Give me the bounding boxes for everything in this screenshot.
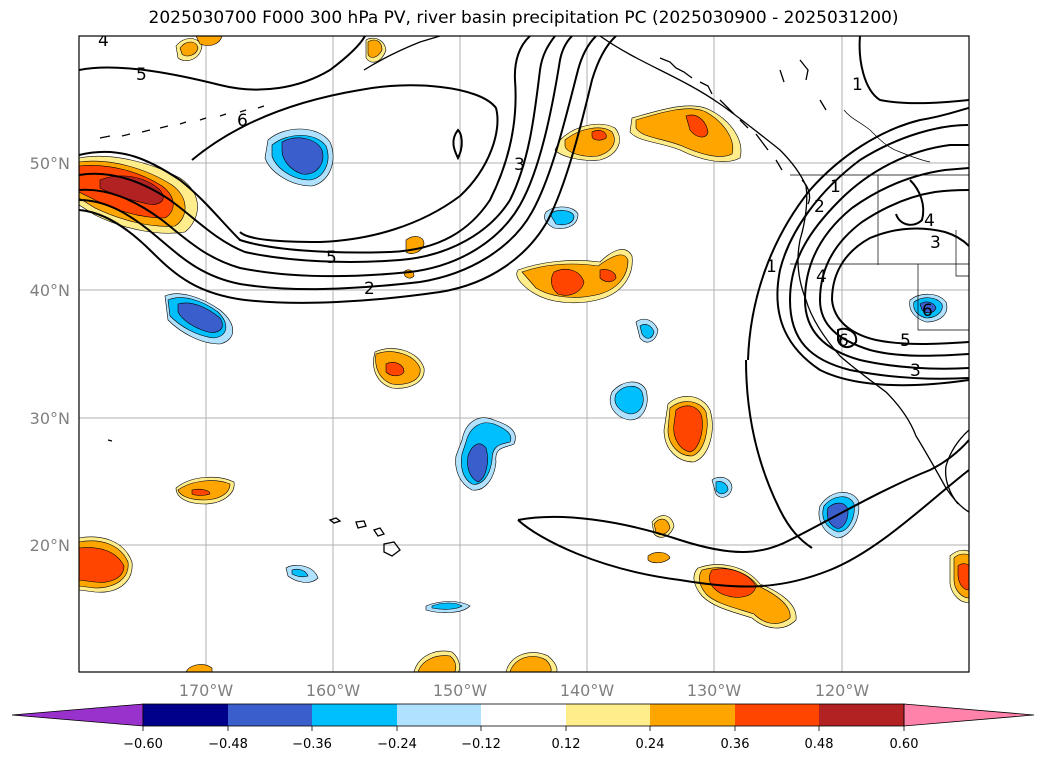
- map-field: 4 5 6 5 2 3 1 2 1 4 1 6 5 3 4 3 6: [79, 31, 969, 672]
- colorbar-outline: [142, 703, 905, 727]
- map-frame: [78, 35, 970, 673]
- map-title: 2025030700 F000 300 hPa PV, river basin …: [148, 8, 899, 28]
- lat-tick-labels: 50°N 40°N 30°N 20°N: [30, 154, 70, 555]
- colorbar-tick-label: −0.24: [377, 737, 417, 752]
- colorbar-tick-label: −0.60: [123, 737, 163, 752]
- lon-tick-labels: 170°W 160°W 150°W 140°W 130°W 120°W: [179, 681, 870, 700]
- contour-label: 4: [924, 211, 935, 231]
- precip-shading: [79, 36, 969, 672]
- lat-tick-label: 20°N: [30, 536, 70, 555]
- contour-label: 5: [900, 331, 911, 351]
- lat-tick-label: 30°N: [30, 409, 70, 428]
- colorbar-segment: [228, 704, 312, 726]
- gridlines: [79, 36, 969, 672]
- contour-label: 1: [852, 75, 863, 95]
- lat-tick-label: 50°N: [30, 154, 70, 173]
- colorbar-extend-high: [903, 703, 1035, 727]
- contour-label: 4: [816, 267, 827, 287]
- colorbar-tick-label: 0.24: [636, 737, 665, 752]
- lon-tick-label: 170°W: [179, 681, 234, 700]
- colorbar-segment: [819, 704, 904, 726]
- contour-label: 1: [766, 257, 777, 277]
- contour-label: 5: [326, 248, 337, 268]
- lon-tick-label: 120°W: [815, 681, 870, 700]
- colorbar-segment: [650, 704, 735, 726]
- colorbar-segment: [312, 704, 397, 726]
- colorbar-segment: [735, 704, 819, 726]
- colorbar-extend-low: [11, 703, 144, 727]
- pv-contours: [79, 36, 969, 588]
- colorbar-tick-label: 0.36: [721, 737, 750, 752]
- contour-label: 5: [136, 65, 147, 85]
- contour-label: 2: [364, 279, 375, 299]
- colorbar-tick-label: 0.48: [805, 737, 834, 752]
- state-borders: [790, 109, 969, 331]
- contour-label: 3: [910, 361, 921, 381]
- contour-label: 4: [98, 31, 109, 51]
- colorbar-segment: [143, 704, 228, 726]
- colorbar-segment: [481, 704, 566, 726]
- colorbar: −0.60 −0.48 −0.36 −0.24 −0.12 0.12 0.24 …: [11, 703, 1035, 752]
- contour-labels: 4 5 6 5 2 3 1 2 1 4 1 6 5 3 4 3 6: [98, 31, 941, 381]
- lat-tick-label: 40°N: [30, 281, 70, 300]
- contour-label: 6: [922, 301, 933, 321]
- colorbar-tick-label: −0.12: [461, 737, 501, 752]
- colorbar-segment: [397, 704, 481, 726]
- lon-tick-label: 140°W: [560, 681, 615, 700]
- colorbar-tick-label: −0.36: [292, 737, 332, 752]
- coastlines: [99, 36, 969, 557]
- colorbar-tick-label: −0.48: [208, 737, 248, 752]
- colorbar-tick-label: 0.60: [890, 737, 919, 752]
- colorbar-segment: [566, 704, 650, 726]
- contour-label: 3: [514, 155, 525, 175]
- contour-label: 6: [838, 331, 849, 351]
- contour-label: 3: [930, 233, 941, 253]
- contour-label: 2: [814, 197, 825, 217]
- lon-tick-label: 160°W: [306, 681, 361, 700]
- lon-tick-label: 150°W: [433, 681, 488, 700]
- colorbar-tick-label: 0.12: [552, 737, 581, 752]
- lon-tick-label: 130°W: [687, 681, 742, 700]
- contour-label: 1: [830, 177, 841, 197]
- contour-label: 6: [237, 111, 248, 131]
